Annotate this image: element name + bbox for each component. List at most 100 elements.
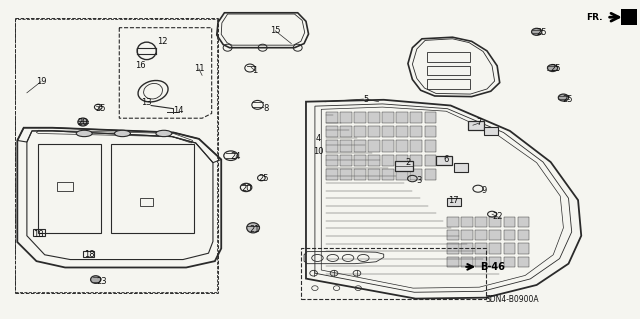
Bar (447, 217, 459, 227)
Text: 21: 21 (250, 225, 260, 234)
Bar (504, 243, 515, 254)
Ellipse shape (78, 118, 88, 126)
Bar (140, 197, 153, 205)
Bar (447, 257, 459, 267)
Bar (383, 169, 394, 180)
Bar (383, 140, 394, 152)
Bar (340, 112, 352, 123)
Bar (396, 169, 408, 180)
Text: 25: 25 (550, 64, 561, 73)
Bar (468, 121, 484, 130)
Bar (15, 19, 218, 292)
Bar (484, 127, 499, 135)
Bar (355, 155, 366, 166)
Text: 9: 9 (482, 186, 487, 195)
Text: 16: 16 (135, 61, 146, 70)
Bar (326, 169, 338, 180)
Bar (410, 126, 422, 137)
Bar (383, 155, 394, 166)
Bar (396, 112, 408, 123)
Bar (83, 251, 95, 257)
Bar (369, 140, 380, 152)
Bar (111, 144, 194, 233)
Ellipse shape (547, 64, 557, 71)
Bar (340, 155, 352, 166)
Text: 3: 3 (416, 176, 422, 185)
Bar (490, 257, 501, 267)
Bar (396, 155, 408, 166)
Bar (427, 52, 470, 62)
Bar (490, 243, 501, 254)
Text: 24: 24 (230, 152, 241, 161)
Text: 12: 12 (157, 38, 167, 47)
Bar (355, 112, 366, 123)
Bar (340, 169, 352, 180)
Bar (427, 79, 470, 89)
Text: 2: 2 (405, 158, 411, 167)
Text: SDN4-B0900A: SDN4-B0900A (485, 295, 539, 304)
Text: 18: 18 (84, 250, 95, 259)
Bar (424, 126, 436, 137)
Bar (301, 248, 486, 299)
Text: 11: 11 (194, 64, 204, 73)
Bar (383, 126, 394, 137)
Bar (518, 257, 529, 267)
Bar (410, 155, 422, 166)
Bar (326, 126, 338, 137)
Polygon shape (621, 9, 637, 25)
Bar (476, 230, 487, 240)
Ellipse shape (156, 130, 172, 137)
Bar (461, 230, 473, 240)
Text: 6: 6 (444, 155, 449, 164)
Text: 10: 10 (314, 147, 324, 156)
Bar (504, 257, 515, 267)
Bar (369, 112, 380, 123)
Bar (410, 169, 422, 180)
Bar (396, 126, 408, 137)
Ellipse shape (91, 276, 100, 283)
Bar (355, 126, 366, 137)
Text: 25: 25 (95, 104, 106, 113)
Bar (424, 169, 436, 180)
Bar (369, 169, 380, 180)
Bar (369, 155, 380, 166)
Bar (518, 243, 529, 254)
Bar (490, 230, 501, 240)
Text: 5: 5 (364, 95, 369, 104)
Bar (38, 144, 100, 233)
Bar (410, 140, 422, 152)
Bar (518, 230, 529, 240)
Text: 15: 15 (270, 26, 281, 35)
Bar (461, 243, 473, 254)
Bar (427, 66, 470, 75)
Text: 25: 25 (259, 174, 269, 183)
Text: 8: 8 (263, 104, 269, 113)
Bar (33, 229, 45, 236)
Bar (383, 112, 394, 123)
Bar (396, 140, 408, 152)
Bar (436, 156, 452, 165)
Bar (369, 126, 380, 137)
Bar (447, 197, 461, 206)
Bar (504, 230, 515, 240)
Bar (326, 112, 338, 123)
Text: 22: 22 (492, 212, 502, 221)
Bar (355, 140, 366, 152)
Bar (326, 155, 338, 166)
Text: 25: 25 (536, 28, 547, 37)
Text: 1: 1 (252, 66, 258, 75)
Text: 14: 14 (173, 106, 184, 115)
Bar (58, 182, 74, 191)
Ellipse shape (247, 223, 259, 233)
Bar (424, 155, 436, 166)
Text: FR.: FR. (586, 13, 603, 22)
Bar (395, 161, 413, 171)
Text: 18: 18 (33, 230, 44, 239)
Ellipse shape (532, 28, 541, 35)
Bar (476, 217, 487, 227)
Bar (518, 217, 529, 227)
Bar (340, 140, 352, 152)
Bar (410, 112, 422, 123)
Bar (476, 243, 487, 254)
Bar (326, 140, 338, 152)
